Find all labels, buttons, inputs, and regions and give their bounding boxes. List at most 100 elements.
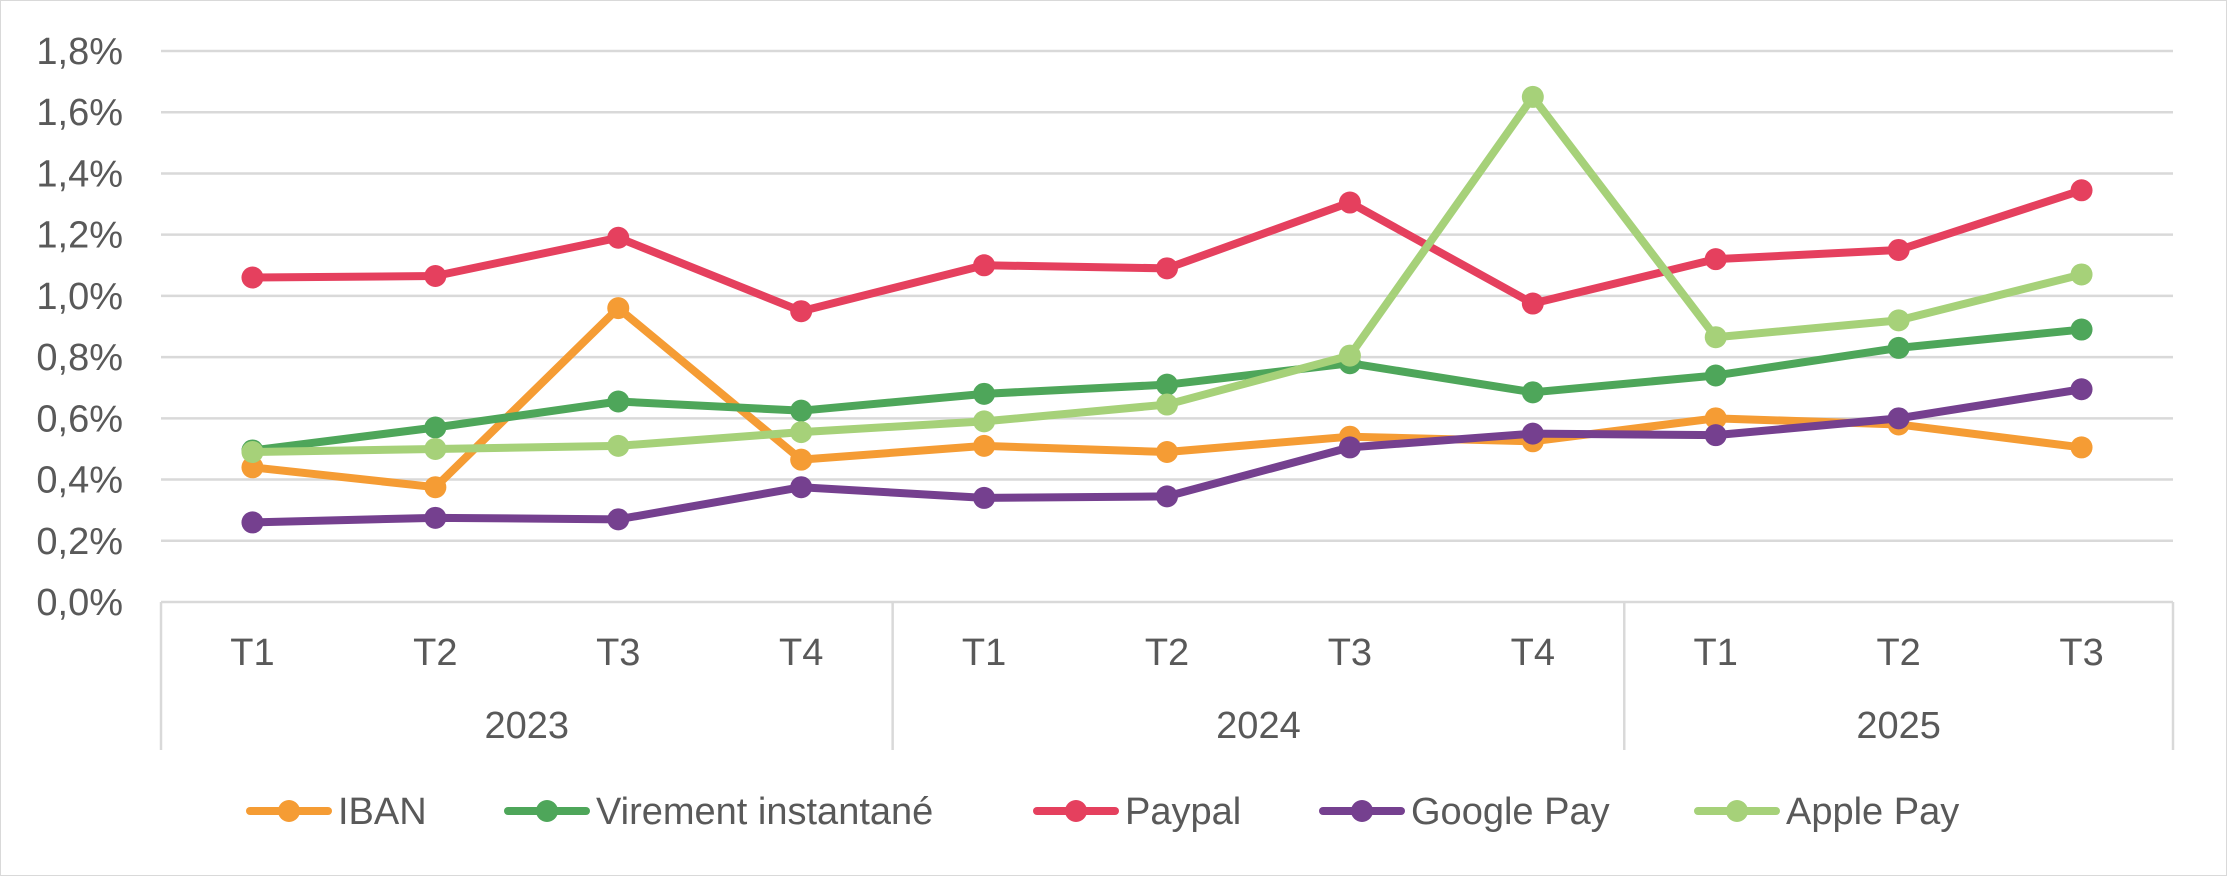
legend-swatch-marker	[1065, 800, 1087, 822]
data-point	[424, 437, 447, 460]
legend-item: Virement instantané	[504, 791, 933, 833]
x-tick-label: T4	[1511, 632, 1555, 674]
data-point	[2070, 436, 2093, 459]
data-point	[790, 421, 813, 444]
x-group-label: 2023	[485, 705, 570, 747]
x-axis-ticks: T1 T2 T3 T4 T1 T2 T3 T4 T1 T2 T3 2023 2024 2025	[230, 632, 2103, 747]
data-point	[607, 297, 630, 320]
y-tick-label: 1,4%	[36, 153, 123, 195]
x-tick-label: T2	[1876, 632, 1920, 674]
x-tick-label: T3	[2059, 632, 2103, 674]
series-apple-pay	[241, 85, 2093, 464]
data-point	[1704, 326, 1727, 349]
x-tick-label: T1	[962, 632, 1006, 674]
x-tick-label: T1	[230, 632, 274, 674]
data-point	[2070, 318, 2093, 341]
data-point	[1156, 441, 1178, 464]
data-point	[1887, 407, 1910, 430]
x-group-label: 2025	[1856, 705, 1941, 747]
legend-swatch-marker	[536, 800, 558, 822]
series-paypal	[241, 179, 2093, 323]
data-point	[790, 399, 813, 422]
legend-swatch-marker	[1726, 800, 1748, 822]
data-point	[1887, 238, 1910, 261]
data-point	[1521, 85, 1544, 108]
data-point	[1338, 436, 1361, 459]
data-point	[790, 476, 813, 499]
data-point	[2070, 179, 2093, 202]
data-point	[424, 506, 447, 529]
y-tick-label: 1,0%	[36, 276, 123, 318]
data-point	[1521, 381, 1544, 404]
data-point	[241, 456, 264, 479]
legend-swatch-marker	[1351, 800, 1373, 822]
data-point	[424, 264, 447, 287]
data-point	[1338, 191, 1361, 214]
legend-label: Virement instantané	[596, 791, 933, 833]
y-tick-label: 1,8%	[36, 31, 123, 73]
x-group-label: 2024	[1216, 705, 1301, 747]
series-lines	[241, 85, 2093, 534]
data-point	[790, 448, 813, 471]
y-tick-label: 0,6%	[36, 398, 123, 440]
data-point	[1704, 424, 1727, 447]
data-point	[973, 382, 996, 405]
data-point	[790, 300, 813, 323]
x-tick-label: T1	[1694, 632, 1738, 674]
x-tick-label: T2	[1145, 632, 1189, 674]
gridlines	[161, 49, 2173, 543]
series-virement-instantané	[241, 318, 2093, 462]
data-point	[2070, 263, 2093, 286]
y-tick-label: 1,2%	[36, 215, 123, 257]
series-google-pay	[241, 378, 2093, 534]
y-axis-ticks: 0,0% 0,2% 0,4% 0,6% 0,8% 1,0% 1,2% 1,4% 1,6% 1,8%	[36, 31, 123, 624]
data-point	[1521, 292, 1544, 315]
y-tick-label: 0,2%	[36, 521, 123, 563]
data-point	[1156, 485, 1178, 508]
legend-swatch-marker	[278, 800, 300, 822]
data-point	[1338, 344, 1361, 367]
data-point	[2070, 378, 2093, 401]
x-tick-label: T3	[1328, 632, 1372, 674]
legend-label: Google Pay	[1411, 791, 1610, 833]
y-tick-label: 0,0%	[36, 582, 123, 624]
data-point	[424, 476, 447, 499]
data-point	[424, 416, 447, 439]
legend-label: IBAN	[338, 791, 427, 833]
data-point	[1704, 364, 1727, 387]
data-point	[607, 434, 630, 457]
x-tick-label: T3	[596, 632, 640, 674]
data-point	[1887, 336, 1910, 359]
data-point	[1156, 373, 1178, 396]
data-point	[1704, 407, 1727, 430]
y-tick-label: 0,8%	[36, 337, 123, 379]
legend-item: IBAN	[246, 791, 427, 833]
data-point	[241, 266, 264, 289]
legend-item: Google Pay	[1319, 791, 1610, 833]
data-point	[607, 226, 630, 249]
data-point	[607, 390, 630, 413]
data-point	[241, 441, 264, 464]
x-tick-label: T4	[779, 632, 823, 674]
data-point	[1704, 248, 1727, 271]
data-point	[1521, 422, 1544, 445]
data-point	[1156, 257, 1178, 280]
data-point	[1887, 309, 1910, 332]
data-point	[973, 410, 996, 433]
series-line	[248, 186, 2086, 316]
data-point	[1156, 393, 1178, 416]
x-tick-label: T2	[413, 632, 457, 674]
legend-item: Apple Pay	[1694, 791, 1959, 833]
x-axis	[159, 600, 2175, 750]
data-point	[607, 508, 630, 531]
data-point	[241, 511, 264, 534]
legend-label: Paypal	[1125, 791, 1241, 833]
y-tick-label: 1,6%	[36, 92, 123, 134]
legend: IBAN Virement instantané Paypal Google Pay A…	[246, 791, 1959, 833]
legend-item: Paypal	[1033, 791, 1241, 833]
data-point	[973, 254, 996, 277]
data-point	[973, 434, 996, 457]
legend-label: Apple Pay	[1786, 791, 1959, 833]
